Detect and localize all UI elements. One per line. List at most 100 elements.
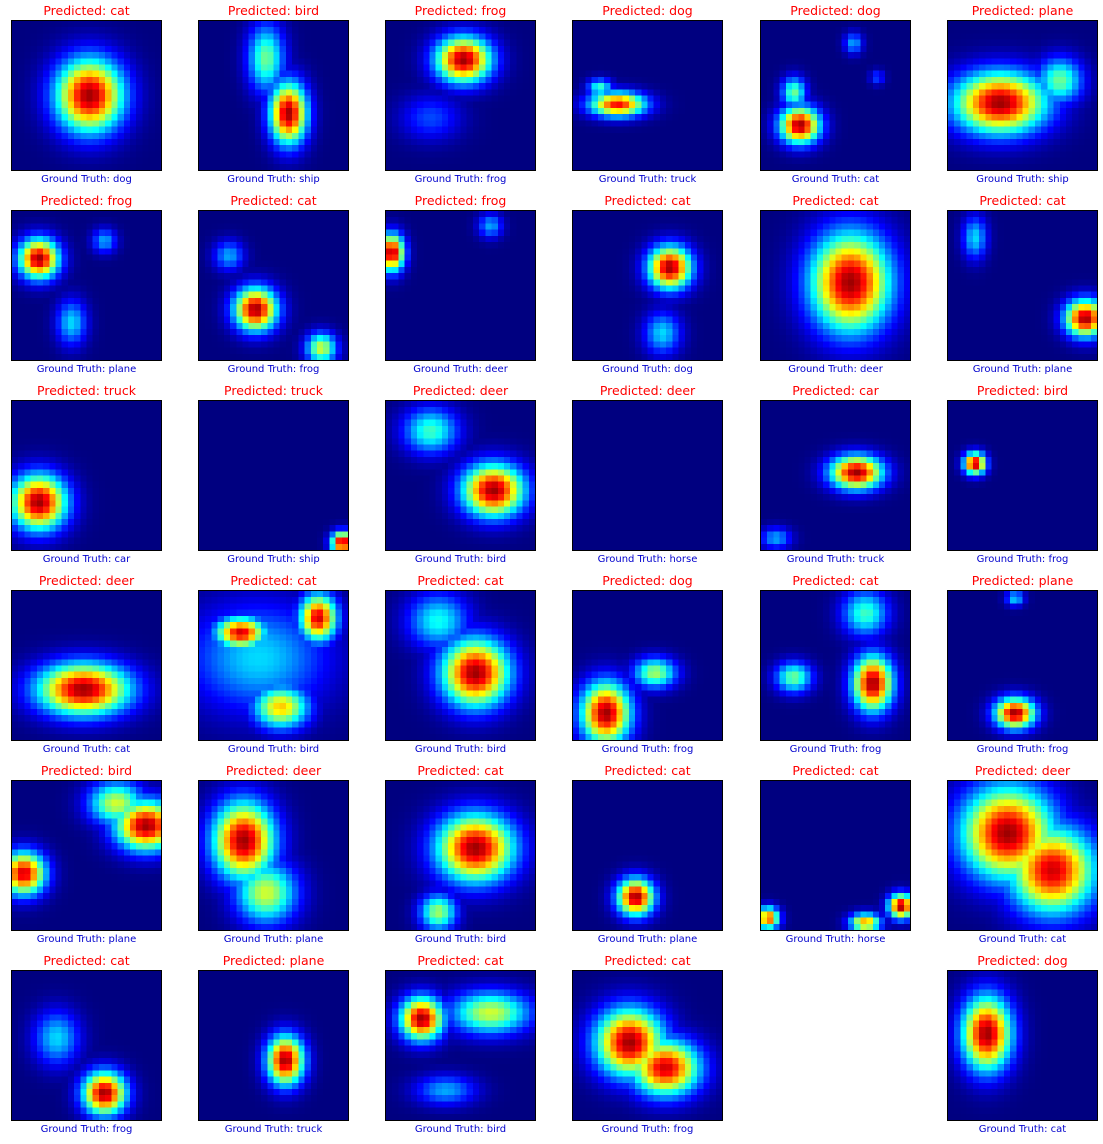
heatmap-cell bbox=[67, 39, 75, 47]
heatmap-cell bbox=[954, 145, 961, 152]
heatmap-cell bbox=[472, 64, 480, 72]
heatmap-cell bbox=[441, 285, 449, 293]
heatmap-cell bbox=[829, 70, 836, 78]
heatmap-cell bbox=[841, 27, 849, 34]
heatmap-cell bbox=[1003, 76, 1011, 84]
heatmap-cell bbox=[205, 120, 212, 127]
heatmap-cell bbox=[105, 120, 112, 127]
heatmap-cell bbox=[49, 138, 56, 146]
heatmap-cell bbox=[292, 273, 299, 280]
heatmap-cell bbox=[435, 27, 443, 34]
heatmap-cell bbox=[448, 254, 455, 262]
heatmap-cell bbox=[966, 27, 974, 34]
heatmap-cell bbox=[261, 101, 268, 109]
heatmap-cell bbox=[142, 145, 149, 152]
heatmap-cell bbox=[454, 107, 461, 115]
heatmap-cell bbox=[142, 89, 149, 96]
heatmap-cell bbox=[891, 101, 898, 109]
heatmap-cell bbox=[316, 347, 324, 355]
heatmap-cell bbox=[24, 33, 31, 40]
heatmap-cell bbox=[761, 126, 768, 134]
heatmap-cell bbox=[647, 76, 655, 84]
heatmap-cell bbox=[454, 163, 461, 170]
heatmap-cell bbox=[398, 273, 405, 280]
heatmap-cell bbox=[410, 132, 418, 140]
heatmap-cell bbox=[61, 64, 69, 72]
heatmap-cell bbox=[792, 21, 799, 28]
heatmap-cell bbox=[1010, 151, 1017, 158]
heatmap-cell bbox=[597, 138, 605, 146]
heatmap-cell bbox=[61, 229, 69, 237]
heatmap-cell bbox=[316, 248, 324, 255]
heatmap-cell bbox=[684, 89, 692, 96]
heatmap-cell bbox=[472, 27, 480, 34]
heatmap-cell bbox=[491, 33, 499, 40]
heatmap-cell bbox=[610, 95, 617, 103]
heatmap-cell bbox=[223, 70, 231, 78]
heatmap-cell bbox=[12, 279, 19, 286]
heatmap-cell bbox=[1047, 45, 1054, 53]
heatmap-cell bbox=[329, 114, 336, 121]
heatmap-cell bbox=[285, 341, 293, 348]
heatmap-cell bbox=[491, 132, 499, 140]
heatmap-cell bbox=[866, 138, 874, 146]
heatmap-cell bbox=[80, 279, 87, 286]
heatmap-cell bbox=[129, 229, 137, 237]
heatmap-cell bbox=[997, 95, 1005, 103]
heatmap-cell bbox=[74, 89, 81, 96]
heatmap-cell bbox=[903, 120, 910, 127]
heatmap-cell bbox=[1065, 33, 1073, 40]
heatmap-cell bbox=[591, 145, 599, 152]
heatmap-cell bbox=[684, 39, 692, 47]
heatmap-cell bbox=[316, 76, 324, 84]
heatmap-cell bbox=[211, 64, 218, 72]
heatmap-cell bbox=[310, 248, 318, 255]
heatmap-cell bbox=[199, 211, 206, 218]
heatmap-cell bbox=[810, 52, 818, 59]
heatmap-cell bbox=[129, 163, 137, 170]
heatmap-cell bbox=[690, 95, 698, 103]
heatmap-cell bbox=[129, 45, 137, 53]
heatmap-cell bbox=[279, 70, 287, 78]
heatmap-cell bbox=[205, 132, 212, 140]
heatmap-cell bbox=[703, 107, 710, 115]
heatmap-cell bbox=[435, 157, 443, 165]
heatmap-cell bbox=[684, 76, 692, 84]
heatmap-cell bbox=[80, 291, 87, 299]
heatmap-cell bbox=[98, 163, 106, 170]
heatmap-cell bbox=[267, 211, 274, 218]
heatmap-cell bbox=[136, 27, 143, 34]
heatmap-cell bbox=[410, 291, 418, 299]
heatmap-cell bbox=[709, 83, 717, 90]
heatmap-cell bbox=[1010, 126, 1017, 134]
heatmap-cell bbox=[217, 291, 225, 299]
heatmap-cell bbox=[323, 52, 330, 59]
heatmap-cell bbox=[1010, 45, 1017, 53]
heatmap-cell bbox=[866, 157, 874, 165]
heatmap-cell bbox=[86, 229, 94, 237]
heatmap-cell bbox=[392, 95, 399, 103]
heatmap-cell bbox=[211, 353, 218, 360]
heatmap-cell bbox=[386, 132, 393, 140]
heatmap-cell bbox=[516, 273, 523, 280]
heatmap-cell bbox=[485, 70, 492, 78]
heatmap-cell bbox=[997, 101, 1005, 109]
heatmap-cell bbox=[1047, 126, 1054, 134]
heatmap-cell bbox=[647, 101, 655, 109]
heatmap-cell bbox=[773, 101, 780, 109]
heatmap-cell bbox=[435, 260, 443, 268]
heatmap-cell bbox=[111, 64, 118, 72]
heatmap-cell bbox=[829, 27, 836, 34]
heatmap-cell bbox=[61, 21, 69, 28]
heatmap-cell bbox=[659, 163, 667, 170]
heatmap-cell bbox=[773, 39, 780, 47]
heatmap-cell bbox=[329, 33, 336, 40]
heatmap-cell bbox=[80, 285, 87, 293]
heatmap-cell bbox=[860, 126, 867, 134]
ground-truth-label: Ground Truth: frog bbox=[178, 363, 369, 376]
heatmap-cell bbox=[323, 33, 330, 40]
heatmap-cell bbox=[404, 260, 412, 268]
heatmap-cell bbox=[659, 132, 667, 140]
heatmap-cell bbox=[528, 266, 535, 274]
heatmap-cell bbox=[279, 335, 287, 342]
